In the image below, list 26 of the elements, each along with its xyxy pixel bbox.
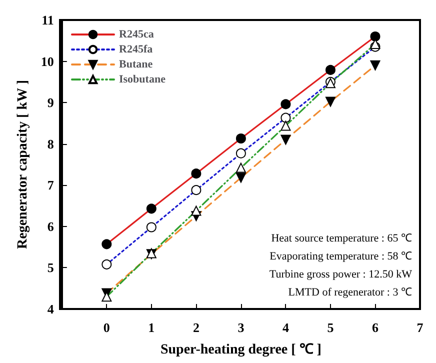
x-tick-label: 3 [238,320,245,335]
annotation: Evaporating temperature : 58 ℃ [270,250,412,262]
y-tick-label: 11 [42,12,54,28]
y-tick-label: 8 [47,136,54,152]
annotation: LMTD of regenerator : 3 ℃ [288,286,412,298]
y-tick-label: 4 [47,302,54,316]
legend-label: Butane [119,58,153,70]
y-tick-label: 5 [47,260,54,276]
y-axis-title: Regenerator capacity [ kW ] [16,80,30,249]
x-tick-label: 2 [192,320,200,335]
x-tick-label: 6 [372,320,379,335]
annotation: Heat source temperature : 65 ℃ [271,232,412,244]
y-tick-label: 6 [47,218,54,234]
x-tick-label: 1 [148,320,155,335]
legend-label: R245ca [119,28,154,40]
x-tick-label: 4 [282,320,290,335]
legend-label: Isobutane [119,74,166,86]
annotation: Turbine gross power : 12.50 kW [269,268,413,280]
y-tick-label: 10 [40,54,54,69]
x-tick-label: 5 [327,320,334,335]
x-tick-label: 0 [103,320,110,335]
legend-label: R245fa [119,44,154,56]
y-tick-label: 9 [47,95,54,110]
x-axis-title: Super-heating degree [ ℃ ] [160,342,322,358]
y-tick-label: 7 [47,178,54,193]
x-tick-label: 7 [416,320,424,335]
